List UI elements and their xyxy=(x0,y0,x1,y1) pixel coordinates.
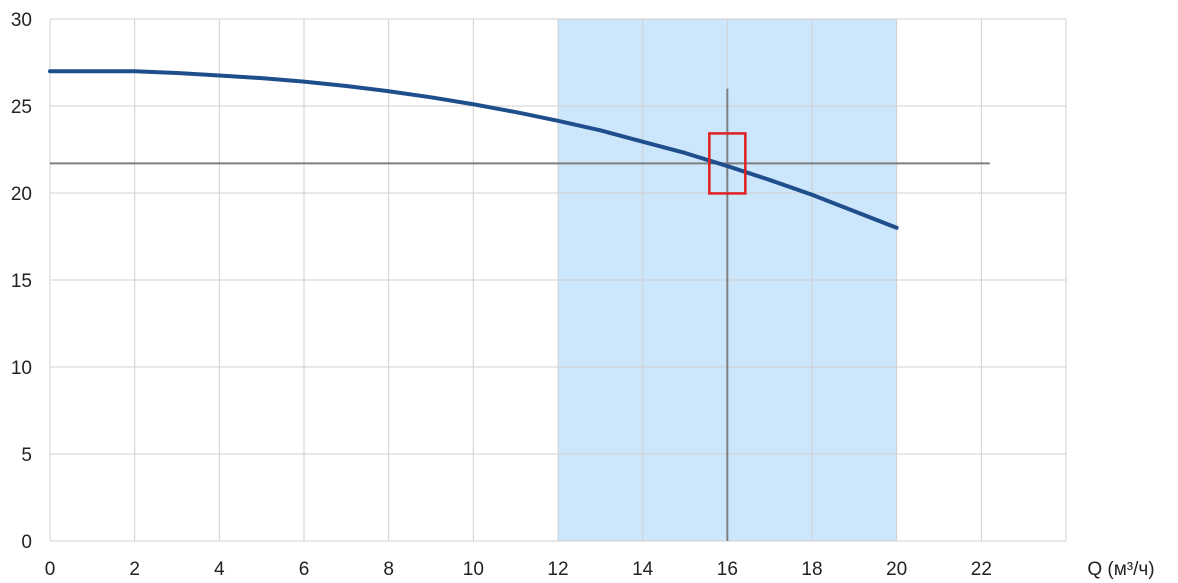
series-layer xyxy=(48,69,899,230)
x-axis-label: Q (м³/ч) xyxy=(1087,559,1154,580)
duty-point-marker xyxy=(708,132,747,195)
y-tick-label-10: 10 xyxy=(11,358,32,379)
x-tick-label-20: 20 xyxy=(886,559,907,580)
grid xyxy=(49,18,1067,542)
x-tick-label-4: 4 xyxy=(214,559,225,580)
x-tick-label-16: 16 xyxy=(717,559,738,580)
y-tick-label-20: 20 xyxy=(11,184,32,205)
x-tick-label-18: 18 xyxy=(801,559,822,580)
tick-labels: 0 2 4 6 8 10 12 14 16 18 20 22 0 5 10 15 20 25 30 xyxy=(11,10,992,580)
duty-point-layer xyxy=(708,132,747,195)
x-tick-label-22: 22 xyxy=(971,559,992,580)
x-tick-label-12: 12 xyxy=(547,559,568,580)
x-tick-label-2: 2 xyxy=(129,559,140,580)
x-tick-label-6: 6 xyxy=(299,559,310,580)
y-tick-label-30: 30 xyxy=(11,10,32,31)
y-tick-label-15: 15 xyxy=(11,271,32,292)
x-tick-label-0: 0 xyxy=(45,559,56,580)
y-tick-label-25: 25 xyxy=(11,97,32,118)
y-tick-label-0: 0 xyxy=(21,532,32,553)
x-tick-label-10: 10 xyxy=(463,559,484,580)
y-tick-label-5: 5 xyxy=(21,445,32,466)
pump-curve-line-0 xyxy=(48,69,899,230)
x-tick-label-14: 14 xyxy=(632,559,654,580)
x-tick-label-8: 8 xyxy=(383,559,394,580)
